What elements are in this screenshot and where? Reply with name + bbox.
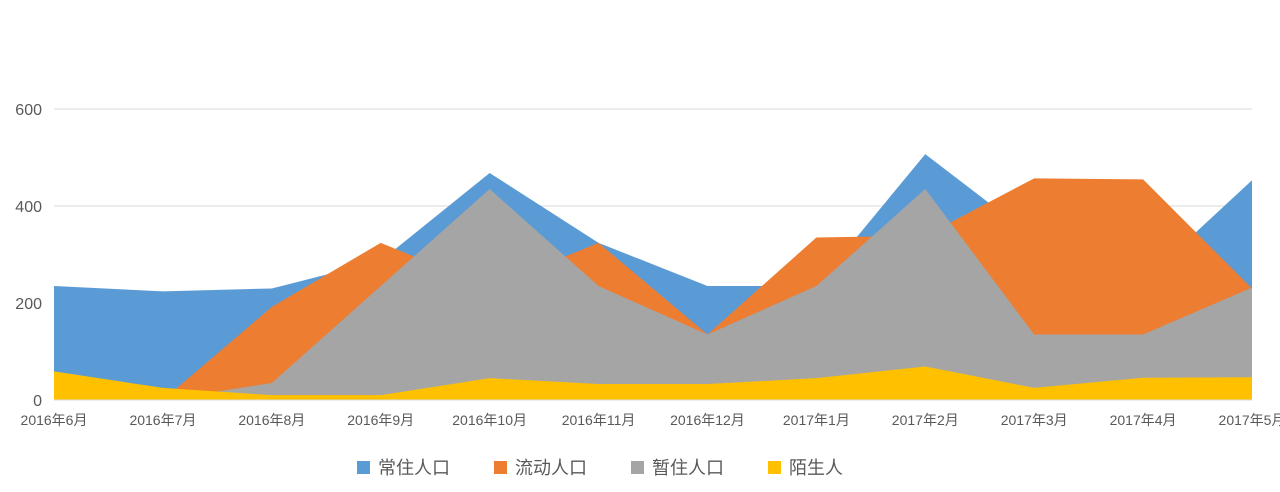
x-tick-label: 2017年4月	[1110, 412, 1177, 428]
legend-item-3: 暂住人口	[631, 454, 724, 480]
y-tick-label: 600	[15, 102, 42, 119]
x-tick-label: 2016年6月	[21, 412, 88, 428]
y-tick-label: 0	[33, 393, 42, 410]
legend: 常住人口 流动人口 暂住人口 陌生人	[0, 454, 1200, 480]
x-tick-label: 2016年10月	[452, 412, 527, 428]
legend-swatch	[631, 460, 644, 474]
x-tick-label: 2016年8月	[238, 412, 305, 428]
y-tick-labels: 0 200 400 600	[15, 102, 42, 410]
legend-item-1: 常住人口	[357, 454, 450, 480]
legend-swatch	[768, 460, 781, 474]
y-tick-label: 400	[15, 199, 42, 216]
x-tick-label: 2017年1月	[783, 412, 850, 428]
legend-label: 陌生人	[789, 458, 843, 479]
x-tick-label: 2017年2月	[892, 412, 959, 428]
legend-label: 常住人口	[378, 458, 450, 479]
x-tick-label: 2016年9月	[347, 412, 414, 428]
legend-swatch	[357, 460, 370, 474]
x-tick-labels: 2016年6月 2016年7月 2016年8月 2016年9月 2016年10月 2016…	[21, 412, 1280, 428]
legend-item-4: 陌生人	[768, 454, 843, 480]
area-series-4	[54, 366, 1252, 400]
x-tick-label: 2017年3月	[1001, 412, 1068, 428]
y-tick-label: 200	[15, 296, 42, 313]
legend-label: 暂住人口	[652, 458, 724, 479]
legend-item-2: 流动人口	[494, 454, 587, 480]
legend-swatch	[494, 460, 507, 474]
area-series-3	[54, 189, 1252, 400]
series-areas	[54, 154, 1252, 400]
legend-label: 流动人口	[515, 458, 587, 479]
x-tick-label: 2016年12月	[670, 412, 745, 428]
x-tick-label: 2016年7月	[129, 412, 196, 428]
x-tick-label: 2016年11月	[562, 412, 636, 428]
x-tick-label: 2017年5月	[1219, 412, 1280, 428]
